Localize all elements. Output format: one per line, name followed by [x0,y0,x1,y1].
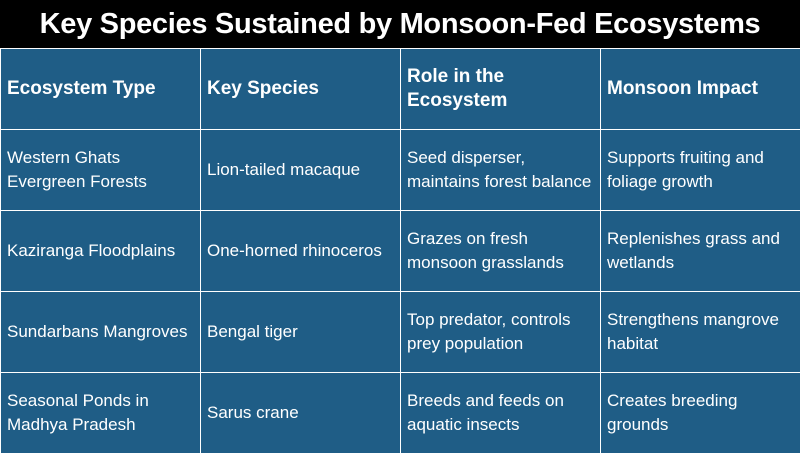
table-header-row: Ecosystem Type Key Species Role in the E… [1,49,800,130]
header-monsoon-impact: Monsoon Impact [601,49,800,130]
cell-monsoon-impact: Strengthens mangrove habitat [601,292,800,373]
table-row: Kaziranga Floodplains One-horned rhinoce… [1,211,800,292]
cell-ecosystem-type: Seasonal Ponds in Madhya Pradesh [1,373,201,454]
cell-ecosystem-type: Sundarbans Mangroves [1,292,201,373]
cell-key-species: Bengal tiger [201,292,401,373]
page-title: Key Species Sustained by Monsoon-Fed Eco… [0,0,800,48]
cell-monsoon-impact: Replenishes grass and wetlands [601,211,800,292]
cell-ecosystem-type: Western Ghats Evergreen Forests [1,130,201,211]
table-row: Seasonal Ponds in Madhya Pradesh Sarus c… [1,373,800,454]
cell-monsoon-impact: Creates breeding grounds [601,373,800,454]
header-ecosystem-type: Ecosystem Type [1,49,201,130]
species-table: Ecosystem Type Key Species Role in the E… [0,48,800,454]
cell-role: Breeds and feeds on aquatic insects [401,373,601,454]
header-role-in-ecosystem: Role in the Ecosystem [401,49,601,130]
cell-ecosystem-type: Kaziranga Floodplains [1,211,201,292]
header-key-species: Key Species [201,49,401,130]
cell-role: Grazes on fresh monsoon grasslands [401,211,601,292]
cell-monsoon-impact: Supports fruiting and foliage growth [601,130,800,211]
cell-key-species: Lion-tailed macaque [201,130,401,211]
table-row: Sundarbans Mangroves Bengal tiger Top pr… [1,292,800,373]
table-row: Western Ghats Evergreen Forests Lion-tai… [1,130,800,211]
cell-role: Top predator, controls prey population [401,292,601,373]
cell-key-species: One-horned rhinoceros [201,211,401,292]
cell-role: Seed disperser, maintains forest balance [401,130,601,211]
cell-key-species: Sarus crane [201,373,401,454]
